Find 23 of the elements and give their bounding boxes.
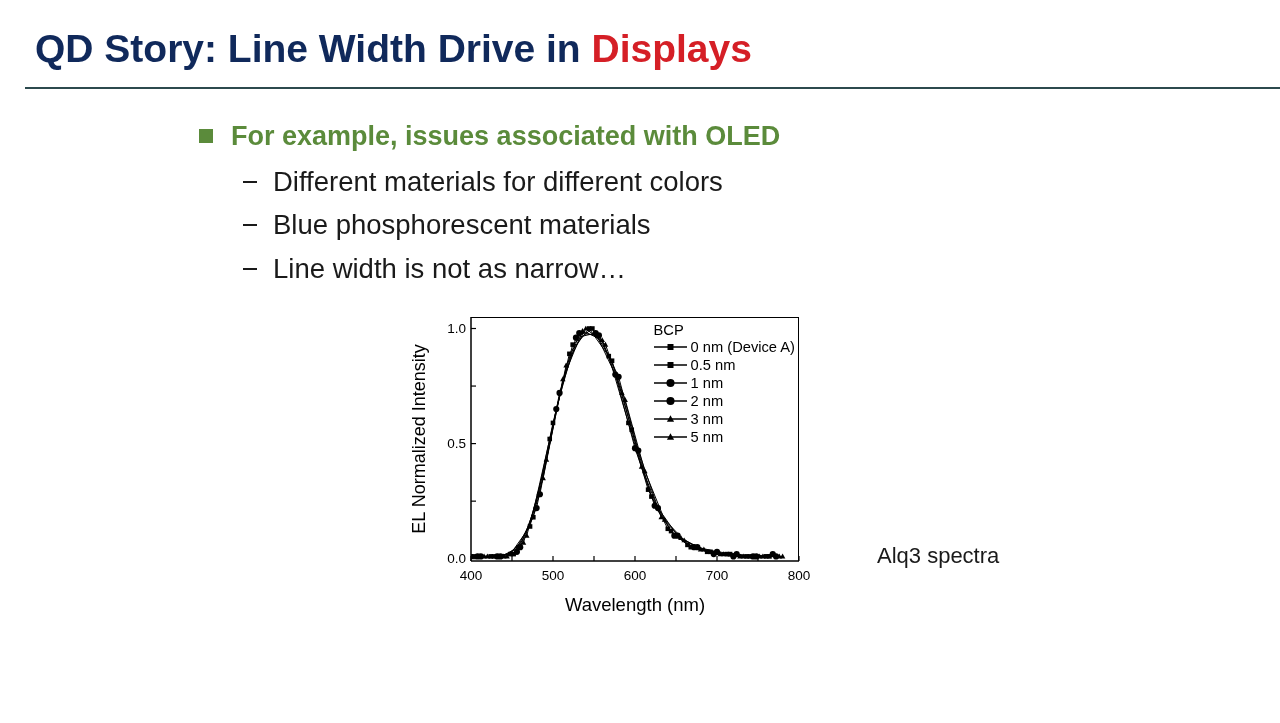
text: For example, issues associated with OLED	[231, 120, 781, 152]
legend-label: 2 nm	[690, 392, 724, 410]
y-tick-label: 0.0	[447, 551, 466, 567]
legend-label: 3 nm	[690, 410, 724, 428]
legend-label: 5 nm	[690, 428, 724, 446]
x-tick-label: 600	[623, 568, 647, 583]
y-tick-label: 0.5	[447, 436, 466, 452]
y-tick-label: 1.0	[447, 321, 466, 337]
legend-label: 1 nm	[690, 374, 724, 392]
x-tick-label: 500	[541, 568, 565, 583]
legend-label: 0.5 nm	[690, 356, 736, 374]
legend-title: BCP	[653, 321, 685, 338]
chart-title: QD Story: Line Width Drive in Displays	[35, 26, 752, 72]
text: Line width is not as narrow…	[273, 252, 627, 285]
x-tick-label: 700	[705, 568, 729, 583]
text: Blue phosphorescent materials	[273, 209, 651, 241]
x-tick-label: 800	[787, 568, 811, 583]
x-tick-label: 400	[459, 568, 483, 583]
legend-label: 0 nm (Device A)	[690, 338, 795, 356]
text: Alq3 spectra	[877, 542, 1000, 570]
y-axis-title: EL Normalized Intensity	[409, 344, 429, 534]
text: Different materials for different colors	[273, 165, 723, 198]
x-axis-title: Wavelength (nm)	[564, 594, 706, 615]
